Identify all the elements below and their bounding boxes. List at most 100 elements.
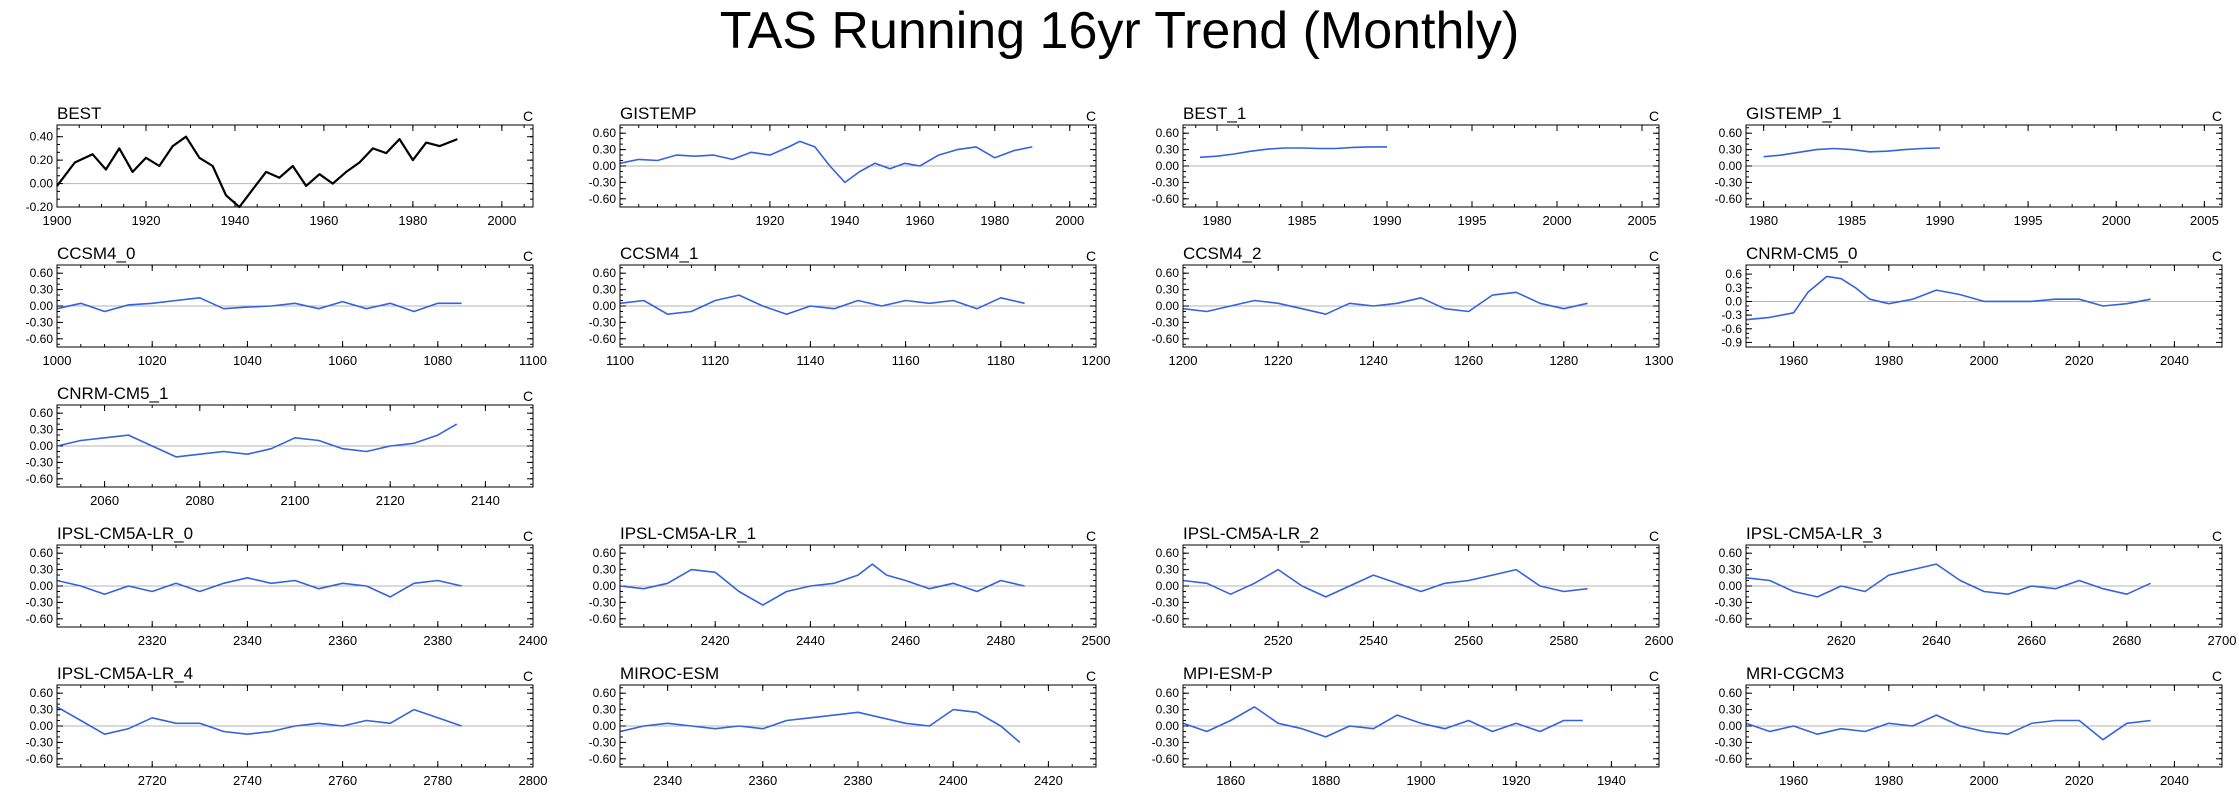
y-tick-label: 0.60 (1719, 126, 1743, 140)
y-tick-label: -0.60 (26, 752, 54, 766)
x-tick-label: 1080 (423, 353, 452, 368)
series-line (1745, 563, 2151, 598)
panel-title: IPSL-CM5A-LR_2 (1183, 524, 1319, 543)
y-tick-label: 0.3 (1725, 281, 1742, 295)
y-tick-label: 0.30 (593, 563, 617, 577)
x-tick-label: 1940 (220, 213, 249, 228)
unit-label: C (1649, 108, 1659, 124)
x-tick-label: 1220 (1264, 353, 1293, 368)
x-tick-label: 1960 (905, 213, 934, 228)
x-tick-label: 2000 (1055, 213, 1084, 228)
y-tick-label: -0.30 (1152, 315, 1180, 329)
y-tick-label: 0.30 (593, 143, 617, 157)
x-tick-label: 1240 (1359, 353, 1388, 368)
x-tick-label: 1020 (138, 353, 167, 368)
y-tick-label: -0.60 (1152, 612, 1180, 626)
x-tick-label: 1960 (1779, 773, 1808, 788)
unit-label: C (523, 668, 533, 684)
x-tick-label: 1300 (1645, 353, 1674, 368)
chart-panel-mpi-esm-p: MPI-ESM-P C -0.60 -0.30 0.00 0.30 0.60 1860 1880… (1152, 664, 1660, 788)
x-tick-label: 1140 (796, 353, 824, 368)
panel-title: CCSM4_0 (57, 244, 135, 263)
series-line (1745, 275, 2151, 321)
x-tick-label: 2320 (138, 633, 167, 648)
y-tick-label: 0.60 (593, 266, 617, 280)
y-tick-label: -0.30 (26, 455, 54, 469)
y-tick-label: 0.40 (30, 130, 54, 144)
y-tick-label: 0.30 (593, 703, 617, 717)
x-tick-label: 1985 (1837, 213, 1866, 228)
x-tick-label: 1995 (1458, 213, 1487, 228)
x-tick-label: 2000 (1970, 353, 1999, 368)
y-tick-label: -0.60 (26, 332, 54, 346)
panel-title: CNRM-CM5_0 (1746, 244, 1857, 263)
y-tick-label: 0.60 (30, 546, 54, 560)
x-tick-label: 2480 (986, 633, 1015, 648)
y-tick-label: -0.30 (26, 315, 54, 329)
series-line (56, 423, 458, 458)
y-tick-label: 0.60 (593, 546, 617, 560)
x-tick-label: 1860 (1216, 773, 1245, 788)
x-tick-label: 1960 (309, 213, 338, 228)
y-tick-label: 0.30 (1156, 283, 1180, 297)
y-tick-label: -0.30 (1152, 595, 1180, 609)
plot-frame (56, 684, 534, 768)
x-tick-label: 2080 (185, 493, 214, 508)
y-tick-label: 0.60 (593, 126, 617, 140)
y-tick-label: -0.60 (589, 752, 617, 766)
unit-label: C (1649, 248, 1659, 264)
y-tick-label: -0.30 (1715, 595, 1743, 609)
unit-label: C (523, 388, 533, 404)
series-line (56, 706, 462, 735)
chart-panel-miroc-esm: MIROC-ESM C -0.60 -0.30 0.00 0.30 0.60 2340 2360… (589, 664, 1097, 788)
x-tick-label: 2340 (233, 633, 262, 648)
panel-title: BEST (57, 104, 101, 123)
chart-panel-ccsm4-1: CCSM4_1 C -0.60 -0.30 0.00 0.30 0.60 1100 1120 11… (589, 244, 1111, 368)
x-tick-label: 2580 (1549, 633, 1578, 648)
y-tick-label: 0.60 (30, 686, 54, 700)
x-tick-label: 2040 (2160, 773, 2189, 788)
series-line (56, 576, 462, 598)
y-tick-label: -0.3 (1721, 308, 1742, 322)
series-line (619, 294, 1025, 315)
x-tick-label: 1980 (1203, 213, 1232, 228)
y-tick-label: -0.30 (1152, 735, 1180, 749)
x-tick-label: 2620 (1827, 633, 1856, 648)
y-tick-label: -0.30 (589, 735, 617, 749)
y-tick-label: 0.20 (30, 153, 54, 167)
y-tick-label: 0.30 (1719, 143, 1743, 157)
y-tick-label: 0.00 (30, 719, 54, 733)
y-tick-label: 0.30 (1719, 703, 1743, 717)
y-tick-label: -0.30 (1152, 175, 1180, 189)
x-tick-label: 2000 (1970, 773, 1999, 788)
x-tick-label: 1990 (1373, 213, 1402, 228)
chart-panel-ipsl-cm5a-lr-2: IPSL-CM5A-LR_2 C -0.60 -0.30 0.00 0.30 0.60 252… (1152, 524, 1674, 648)
y-tick-label: 0.60 (1719, 546, 1743, 560)
x-tick-label: 2040 (2160, 353, 2189, 368)
series-line (1182, 291, 1588, 315)
x-tick-label: 2400 (519, 633, 548, 648)
panel-title: CCSM4_2 (1183, 244, 1261, 263)
x-tick-label: 2380 (423, 633, 452, 648)
y-tick-label: -0.30 (1715, 175, 1743, 189)
y-tick-label: -0.30 (589, 175, 617, 189)
y-tick-label: -0.30 (1715, 735, 1743, 749)
x-tick-label: 2000 (1543, 213, 1572, 228)
x-tick-label: 1940 (830, 213, 859, 228)
y-tick-label: -0.60 (589, 332, 617, 346)
x-tick-label: 2680 (2112, 633, 2141, 648)
y-tick-label: -0.60 (1152, 752, 1180, 766)
chart-panel-ipsl-cm5a-lr-4: IPSL-CM5A-LR_4 C -0.60 -0.30 0.00 0.30 0.60 272… (26, 664, 548, 788)
x-tick-label: 1100 (606, 353, 634, 368)
x-tick-label: 2005 (2190, 213, 2219, 228)
x-tick-label: 1900 (43, 213, 72, 228)
chart-panel-gistemp-1: GISTEMP_1 C -0.60 -0.30 0.00 0.30 0.60 1980 1985… (1715, 104, 2223, 228)
y-tick-label: 0.60 (593, 686, 617, 700)
y-tick-label: 0.00 (30, 299, 54, 313)
x-tick-label: 2360 (748, 773, 777, 788)
y-tick-label: 0.00 (593, 299, 617, 313)
plot-frame (1745, 684, 2223, 768)
x-tick-label: 2740 (233, 773, 262, 788)
chart-panel-best: BEST C -0.20 0.00 0.20 0.40 1900 1920 1940 1960 19… (26, 104, 534, 228)
x-tick-label: 1280 (1549, 353, 1578, 368)
